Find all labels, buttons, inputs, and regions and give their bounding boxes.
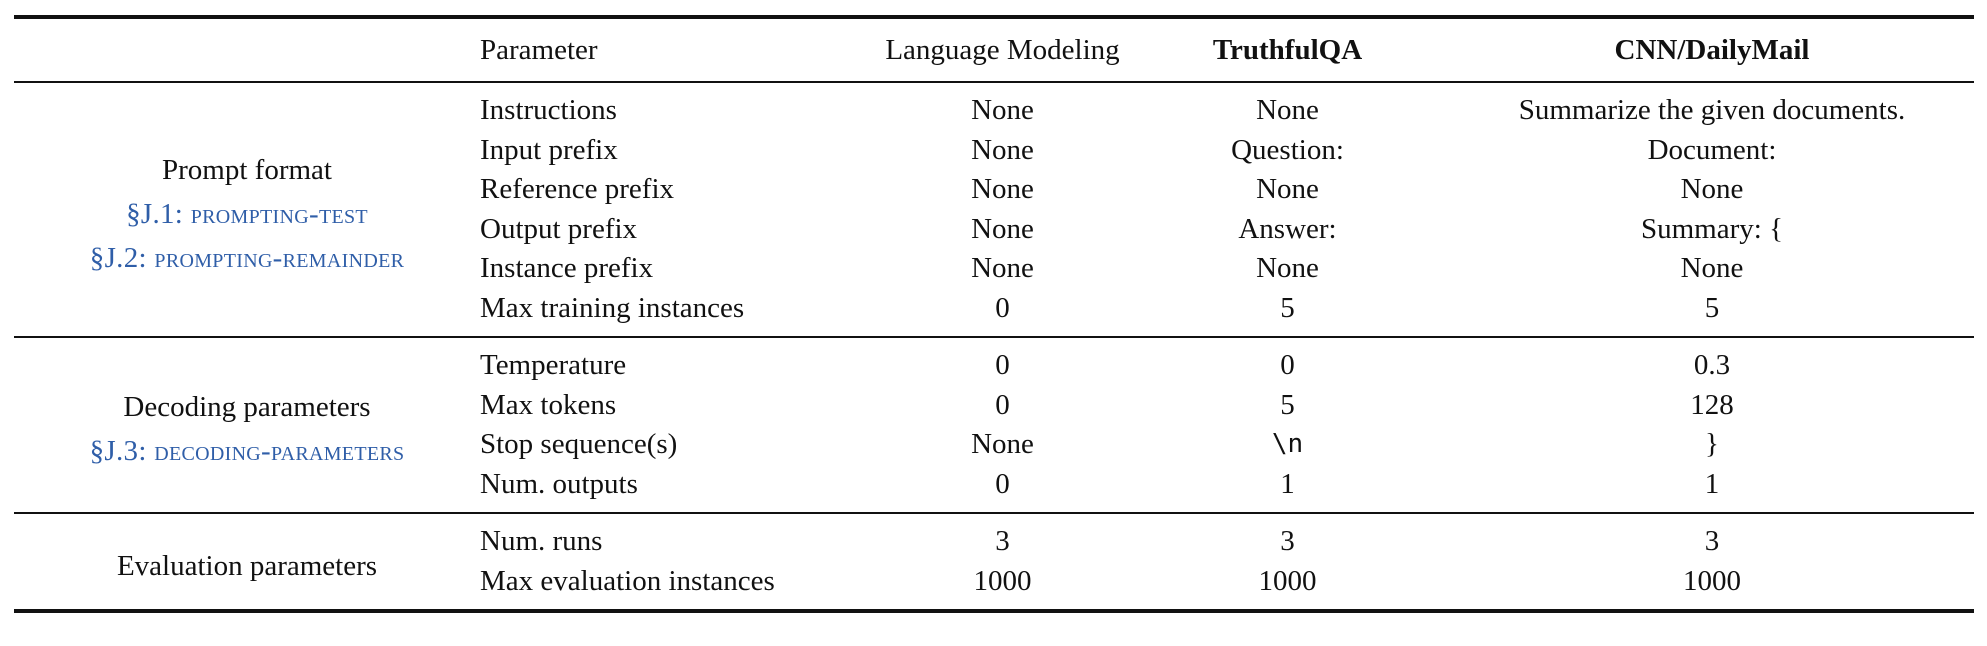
param-name: Input prefix (480, 133, 618, 166)
parameter-table: Parameter Language Modeling TruthfulQA C… (14, 15, 1974, 613)
header-parameter: Parameter (480, 33, 598, 66)
value-language-modeling: 3 (995, 525, 1010, 557)
value-cnn-dailymail: 128 (1690, 388, 1734, 421)
value-language-modeling: 0 (995, 388, 1010, 421)
value-truthfulqa: 5 (1280, 388, 1295, 421)
param-name: Output prefix (480, 212, 638, 245)
value-cnn-dailymail: None (1680, 252, 1744, 284)
value-truthfulqa: 0 (1280, 349, 1295, 381)
table-row: Max tokens 0 5 128 (14, 386, 1974, 426)
value-truthfulqa: \n (1271, 429, 1304, 459)
table-row: Stop sequence(s) None \n } (14, 425, 1974, 465)
value-cnn-dailymail: 1000 (1683, 564, 1741, 597)
header-truthfulqa: TruthfulQA (1212, 33, 1363, 66)
table-row: Input prefix None Question: Document: (14, 131, 1974, 171)
value-truthfulqa: 3 (1280, 525, 1295, 557)
group-title: Evaluation parameters (116, 549, 378, 582)
section-evaluation-parameters: Evaluation parameters Num. runs 3 3 3 Ma… (14, 513, 1974, 611)
param-name: Num. runs (480, 525, 603, 557)
value-cnn-dailymail: Summarize the given documents. (1518, 94, 1906, 126)
section-prompt-format: Prompt format §J.1: prompting-test §J.2:… (14, 82, 1974, 337)
table-row: Instance prefix None None None (14, 249, 1974, 289)
param-name: Max tokens (480, 388, 617, 421)
param-name: Max training instances (480, 291, 745, 324)
section-ref-link[interactable]: §J.2: prompting-remainder (89, 241, 405, 274)
param-name: Instance prefix (480, 252, 654, 284)
value-truthfulqa: 5 (1280, 291, 1295, 324)
section-ref-link[interactable]: §J.3: decoding-parameters (89, 435, 405, 467)
parameter-table-container: Parameter Language Modeling TruthfulQA C… (14, 15, 1974, 613)
value-language-modeling: None (971, 133, 1034, 166)
value-language-modeling: None (971, 94, 1034, 126)
value-truthfulqa: 1000 (1258, 564, 1317, 597)
value-truthfulqa: 1 (1280, 467, 1295, 500)
table-row: Max evaluation instances 1000 1000 1000 (14, 562, 1974, 612)
value-truthfulqa: Answer: (1238, 212, 1337, 245)
header-group (14, 17, 480, 82)
param-name: Reference prefix (480, 173, 675, 205)
value-truthfulqa: Question: (1231, 133, 1344, 166)
value-truthfulqa: None (1256, 252, 1319, 284)
value-cnn-dailymail: Document: (1647, 133, 1777, 166)
value-language-modeling: None (971, 173, 1034, 205)
value-truthfulqa: None (1256, 173, 1319, 205)
param-name: Stop sequence(s) (480, 428, 678, 460)
value-language-modeling: 1000 (973, 564, 1032, 597)
param-name: Num. outputs (480, 467, 638, 500)
value-cnn-dailymail: Summary: { (1641, 212, 1783, 245)
table-row: Num. outputs 0 1 1 (14, 465, 1974, 514)
group-cell-prompt-format: Prompt format §J.1: prompting-test §J.2:… (14, 82, 480, 337)
value-language-modeling: 0 (995, 467, 1010, 500)
value-cnn-dailymail: 1 (1704, 467, 1720, 500)
param-name: Max evaluation instances (480, 564, 775, 597)
table-row: Prompt format §J.1: prompting-test §J.2:… (14, 82, 1974, 274)
header-language-modeling: Language Modeling (885, 33, 1120, 66)
value-cnn-dailymail: 3 (1704, 525, 1720, 557)
group-title: Decoding parameters (123, 391, 371, 423)
param-name: Instructions (480, 94, 617, 126)
value-language-modeling: 0 (995, 291, 1010, 324)
param-name: Temperature (480, 349, 627, 381)
header-cnn-dailymail: CNN/DailyMail (1614, 33, 1810, 66)
table-row: Evaluation parameters Num. runs 3 3 3 (14, 513, 1974, 582)
value-language-modeling: None (971, 212, 1034, 245)
value-language-modeling: 0 (995, 349, 1010, 381)
group-cell-decoding-parameters: Decoding parameters §J.3: decoding-param… (14, 337, 480, 513)
header-row: Parameter Language Modeling TruthfulQA C… (14, 17, 1974, 82)
value-cnn-dailymail: 5 (1704, 291, 1720, 324)
value-truthfulqa: None (1256, 94, 1319, 126)
table-row: Decoding parameters §J.3: decoding-param… (14, 337, 1974, 467)
value-cnn-dailymail: } (1705, 428, 1719, 460)
table-row: Max training instances 0 5 5 (14, 289, 1974, 338)
group-title: Prompt format (162, 153, 332, 186)
value-cnn-dailymail: 0.3 (1693, 349, 1731, 381)
table-row: Output prefix None Answer: Summary: { (14, 210, 1974, 250)
group-cell-evaluation-parameters: Evaluation parameters (14, 513, 480, 611)
table-row: Reference prefix None None None (14, 170, 1974, 210)
value-language-modeling: None (971, 252, 1034, 284)
section-ref-link[interactable]: §J.1: prompting-test (126, 197, 368, 230)
value-language-modeling: None (971, 428, 1034, 460)
section-decoding-parameters: Decoding parameters §J.3: decoding-param… (14, 337, 1974, 513)
value-cnn-dailymail: None (1680, 173, 1744, 205)
